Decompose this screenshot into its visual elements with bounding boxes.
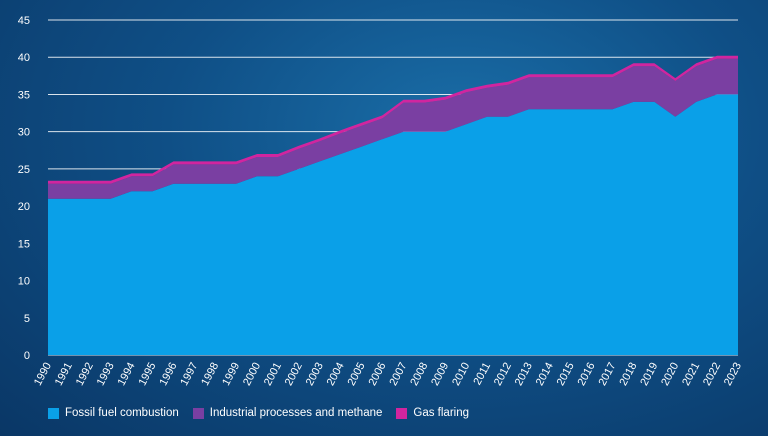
x-tick-label: 2015	[555, 361, 577, 388]
area-fossil-fuel-combustion	[48, 94, 738, 356]
x-tick-label: 1992	[74, 361, 96, 388]
x-tick-label: 2022	[701, 361, 723, 388]
y-tick-label: 30	[18, 127, 30, 139]
x-tick-label: 1994	[116, 361, 138, 388]
x-tick-label: 2006	[367, 361, 389, 388]
y-tick-label: 15	[18, 238, 30, 250]
legend-item-fossil: Fossil fuel combustion	[48, 407, 179, 419]
x-tick-label: 1993	[95, 361, 117, 388]
y-tick-label: 5	[24, 313, 30, 325]
x-tick-label: 1995	[137, 361, 159, 388]
area-industrial-processes-and-methane	[48, 58, 738, 199]
legend-label-industrial: Industrial processes and methane	[209, 407, 383, 419]
x-tick-label: 1990	[32, 361, 54, 388]
x-tick-label: 1997	[178, 361, 200, 388]
x-tick-label: 1991	[53, 361, 75, 388]
x-tick-label: 2005	[346, 361, 368, 388]
x-tick-label: 2001	[262, 361, 284, 388]
y-tick-label: 25	[18, 164, 30, 176]
x-tick-label: 2023	[722, 361, 744, 388]
y-tick-label: 0	[24, 350, 30, 362]
legend-swatch-fossil	[48, 407, 59, 419]
legend-label-fossil: Fossil fuel combustion	[65, 407, 179, 419]
y-tick-label: 40	[18, 52, 30, 64]
y-tick-label: 10	[18, 276, 30, 288]
x-tick-label: 2017	[597, 361, 619, 388]
x-tick-label: 1998	[199, 361, 221, 388]
x-tick-label: 2003	[304, 361, 326, 388]
y-tick-label: 20	[18, 201, 30, 213]
x-tick-label: 2021	[680, 361, 702, 388]
x-tick-label: 2018	[617, 361, 639, 388]
x-tick-label: 2011	[471, 361, 493, 388]
legend-swatch-industrial	[192, 407, 204, 419]
legend-label-flaring: Gas flaring	[413, 407, 469, 419]
x-tick-label: 2007	[387, 361, 409, 388]
x-tick-label: 2016	[576, 361, 598, 388]
x-tick-label: 1999	[220, 361, 242, 388]
legend-item-flaring: Gas flaring	[396, 407, 469, 419]
x-tick-label: 2012	[492, 361, 514, 388]
x-tick-label: 2014	[534, 361, 556, 388]
x-tick-label: 2019	[638, 361, 660, 388]
x-tick-label: 2002	[283, 361, 305, 388]
x-tick-label: 2004	[325, 361, 347, 388]
x-tick-label: 2008	[408, 361, 430, 388]
x-tick-label: 2009	[429, 361, 451, 388]
x-tick-label: 1996	[157, 361, 179, 388]
legend-swatch-flaring	[396, 407, 408, 419]
y-tick-label: 45	[18, 15, 30, 27]
legend: Fossil fuel combustion Industrial proces…	[48, 407, 469, 419]
x-tick-label: 2010	[450, 361, 472, 388]
y-axis-ticks: 0 5 10 15 20 25 30 35 40 45	[18, 15, 30, 362]
area-series	[48, 55, 738, 356]
x-tick-label: 2020	[659, 361, 681, 388]
legend-item-industrial: Industrial processes and methane	[192, 407, 383, 419]
x-axis-ticks: 1990199119921993199419951996199719981999…	[32, 361, 744, 388]
y-tick-label: 35	[18, 89, 30, 101]
x-tick-label: 2013	[513, 361, 535, 388]
x-tick-label: 2000	[241, 361, 263, 388]
